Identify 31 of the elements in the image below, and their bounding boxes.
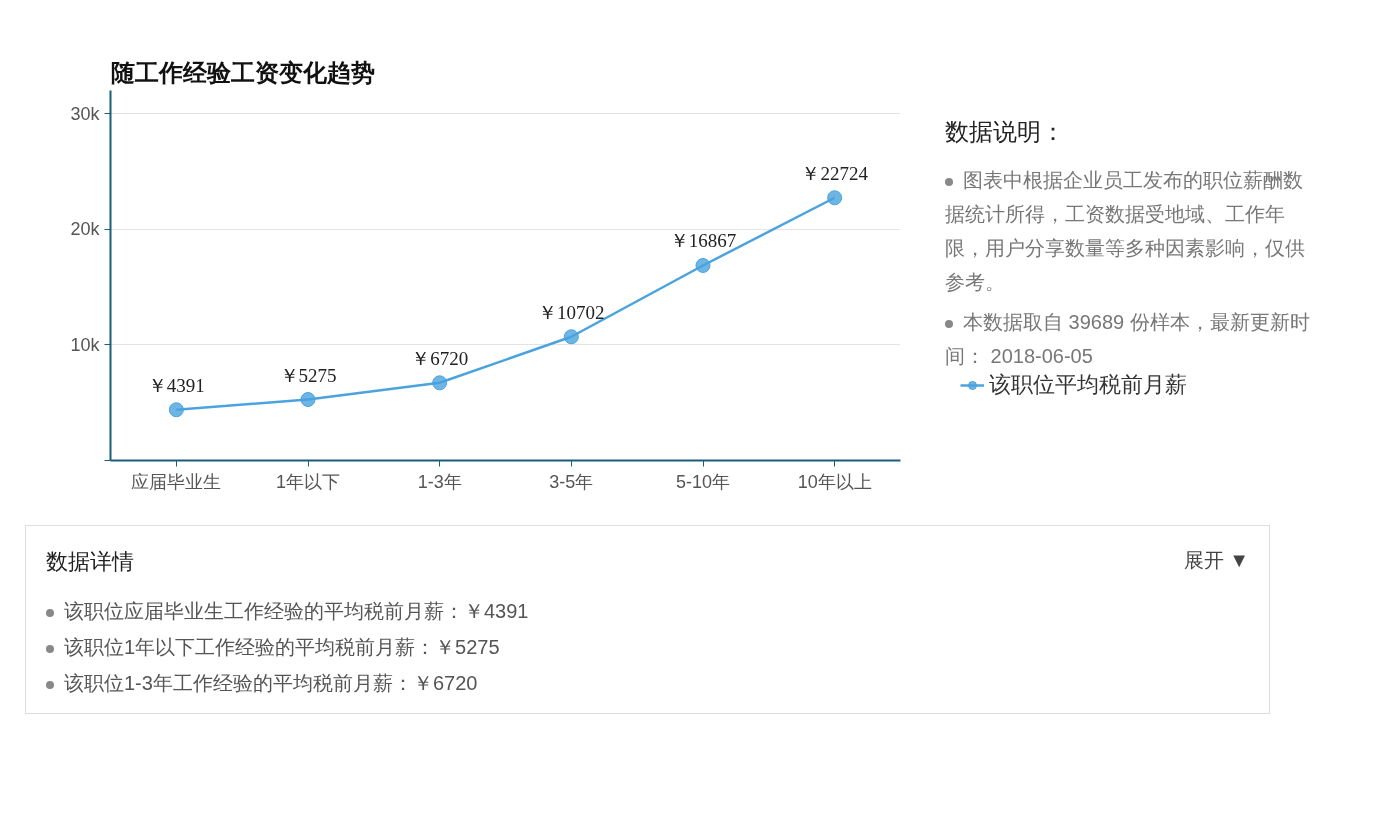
text: 展开 ▼ — [1183, 548, 1249, 573]
text: 数据详情 — [46, 549, 134, 574]
text: 该职位1-3年工作经验的平均税前月薪：￥6720 — [63, 671, 479, 697]
point — [563, 329, 579, 345]
text: 该职位应届毕业生工作经验的平均税前月薪：￥4391 — [63, 599, 530, 625]
data-label: ￥6720 — [411, 347, 469, 369]
point — [168, 402, 184, 418]
text: 图表中根据企业员工发布的职位薪酬数据统计所得，工资数据受地域、工作年限，用户分享数量等多种因素影响，仅供参考。 — [945, 168, 1306, 296]
data-label: ￥4391 — [147, 374, 205, 396]
data-label: ￥16867 — [669, 230, 737, 252]
x-tick-label: 10年以上 — [797, 471, 872, 492]
x-tick-label: 5-10年 — [675, 471, 731, 492]
point — [432, 375, 448, 391]
text: 本数据取自 39689 份样本，最新更新时间： 2018-06-05 — [945, 310, 1311, 370]
chart-title: 随工作经验工资变化趋势 — [110, 58, 375, 86]
x-tick-label: 3-5年 — [549, 471, 594, 492]
y-tick-label: 30k — [70, 103, 101, 124]
text: 该职位1年以下工作经验的平均税前月薪：￥5275 — [63, 635, 501, 661]
point — [300, 392, 316, 407]
data-label: ￥5275 — [279, 364, 337, 386]
text: 数据说明： — [945, 117, 1066, 147]
legend-label: 该职位平均税前月薪 — [989, 371, 1187, 399]
y-tick-label: 10k — [70, 334, 101, 355]
point — [695, 257, 711, 273]
point — [827, 190, 843, 206]
x-tick-label: 应届毕业生 — [131, 471, 222, 492]
y-tick-label: 20k — [70, 219, 101, 240]
x-tick-label: 1-3年 — [417, 471, 462, 492]
data-label: ￥10702 — [538, 301, 605, 323]
x-tick-label: 1年以下 — [275, 471, 341, 492]
data-label: ￥22724 — [801, 162, 869, 184]
